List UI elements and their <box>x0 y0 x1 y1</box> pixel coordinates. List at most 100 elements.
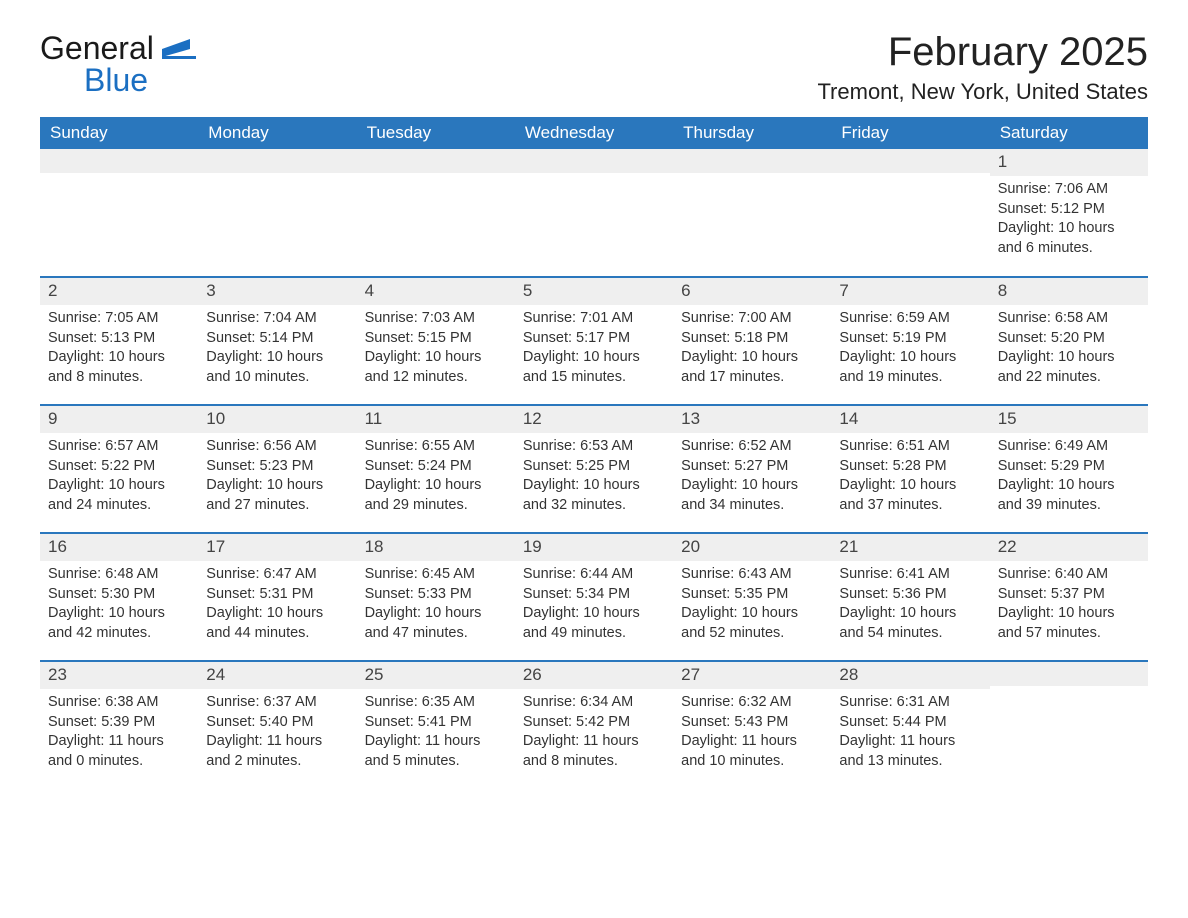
sunset-line: Sunset: 5:41 PM <box>365 713 507 733</box>
day-number: 26 <box>515 662 673 689</box>
daylight-line: Daylight: 10 hours and 57 minutes. <box>998 604 1140 643</box>
weekday-header: Wednesday <box>515 117 673 149</box>
sunrise-line: Sunrise: 7:01 AM <box>523 309 665 329</box>
daylight-line: Daylight: 10 hours and 15 minutes. <box>523 348 665 387</box>
day-details: Sunrise: 7:00 AMSunset: 5:18 PMDaylight:… <box>673 305 831 395</box>
sunset-line: Sunset: 5:14 PM <box>206 329 348 349</box>
sunset-line: Sunset: 5:42 PM <box>523 713 665 733</box>
calendar-cell <box>40 149 198 277</box>
sunset-line: Sunset: 5:35 PM <box>681 585 823 605</box>
sunset-line: Sunset: 5:37 PM <box>998 585 1140 605</box>
daylight-line: Daylight: 10 hours and 52 minutes. <box>681 604 823 643</box>
calendar-cell <box>990 661 1148 789</box>
calendar-cell: 4Sunrise: 7:03 AMSunset: 5:15 PMDaylight… <box>357 277 515 405</box>
day-details: Sunrise: 6:47 AMSunset: 5:31 PMDaylight:… <box>198 561 356 651</box>
sunrise-line: Sunrise: 6:45 AM <box>365 565 507 585</box>
calendar-cell: 26Sunrise: 6:34 AMSunset: 5:42 PMDayligh… <box>515 661 673 789</box>
calendar-cell: 11Sunrise: 6:55 AMSunset: 5:24 PMDayligh… <box>357 405 515 533</box>
day-details: Sunrise: 6:59 AMSunset: 5:19 PMDaylight:… <box>831 305 989 395</box>
day-details: Sunrise: 7:05 AMSunset: 5:13 PMDaylight:… <box>40 305 198 395</box>
sunrise-line: Sunrise: 7:00 AM <box>681 309 823 329</box>
calendar-cell: 1Sunrise: 7:06 AMSunset: 5:12 PMDaylight… <box>990 149 1148 277</box>
day-number: 28 <box>831 662 989 689</box>
day-details: Sunrise: 6:32 AMSunset: 5:43 PMDaylight:… <box>673 689 831 779</box>
daylight-line: Daylight: 11 hours and 8 minutes. <box>523 732 665 771</box>
sunrise-line: Sunrise: 6:51 AM <box>839 437 981 457</box>
day-details: Sunrise: 6:34 AMSunset: 5:42 PMDaylight:… <box>515 689 673 779</box>
sunset-line: Sunset: 5:17 PM <box>523 329 665 349</box>
sunrise-line: Sunrise: 6:55 AM <box>365 437 507 457</box>
daylight-line: Daylight: 11 hours and 5 minutes. <box>365 732 507 771</box>
calendar-cell: 6Sunrise: 7:00 AMSunset: 5:18 PMDaylight… <box>673 277 831 405</box>
sunset-line: Sunset: 5:13 PM <box>48 329 190 349</box>
calendar-cell: 25Sunrise: 6:35 AMSunset: 5:41 PMDayligh… <box>357 661 515 789</box>
day-number: 13 <box>673 406 831 433</box>
day-details: Sunrise: 6:44 AMSunset: 5:34 PMDaylight:… <box>515 561 673 651</box>
calendar-cell: 9Sunrise: 6:57 AMSunset: 5:22 PMDaylight… <box>40 405 198 533</box>
day-details: Sunrise: 6:31 AMSunset: 5:44 PMDaylight:… <box>831 689 989 779</box>
day-details: Sunrise: 7:06 AMSunset: 5:12 PMDaylight:… <box>990 176 1148 266</box>
daylight-line: Daylight: 10 hours and 27 minutes. <box>206 476 348 515</box>
empty-day-head <box>831 149 989 173</box>
sunset-line: Sunset: 5:40 PM <box>206 713 348 733</box>
daylight-line: Daylight: 10 hours and 49 minutes. <box>523 604 665 643</box>
sunset-line: Sunset: 5:33 PM <box>365 585 507 605</box>
sunrise-line: Sunrise: 6:57 AM <box>48 437 190 457</box>
empty-day-head <box>990 662 1148 686</box>
day-details: Sunrise: 6:48 AMSunset: 5:30 PMDaylight:… <box>40 561 198 651</box>
sunrise-line: Sunrise: 6:53 AM <box>523 437 665 457</box>
day-number: 5 <box>515 278 673 305</box>
day-number: 6 <box>673 278 831 305</box>
day-details: Sunrise: 6:56 AMSunset: 5:23 PMDaylight:… <box>198 433 356 523</box>
day-details: Sunrise: 6:37 AMSunset: 5:40 PMDaylight:… <box>198 689 356 779</box>
title-block: February 2025 Tremont, New York, United … <box>817 30 1148 105</box>
day-details: Sunrise: 6:57 AMSunset: 5:22 PMDaylight:… <box>40 433 198 523</box>
day-details: Sunrise: 7:04 AMSunset: 5:14 PMDaylight:… <box>198 305 356 395</box>
logo: General Blue <box>40 30 196 99</box>
calendar-cell: 10Sunrise: 6:56 AMSunset: 5:23 PMDayligh… <box>198 405 356 533</box>
calendar-cell: 21Sunrise: 6:41 AMSunset: 5:36 PMDayligh… <box>831 533 989 661</box>
day-details: Sunrise: 6:52 AMSunset: 5:27 PMDaylight:… <box>673 433 831 523</box>
calendar-cell: 3Sunrise: 7:04 AMSunset: 5:14 PMDaylight… <box>198 277 356 405</box>
calendar-cell: 28Sunrise: 6:31 AMSunset: 5:44 PMDayligh… <box>831 661 989 789</box>
daylight-line: Daylight: 10 hours and 32 minutes. <box>523 476 665 515</box>
month-title: February 2025 <box>817 30 1148 75</box>
calendar-cell: 15Sunrise: 6:49 AMSunset: 5:29 PMDayligh… <box>990 405 1148 533</box>
daylight-line: Daylight: 10 hours and 54 minutes. <box>839 604 981 643</box>
daylight-line: Daylight: 10 hours and 17 minutes. <box>681 348 823 387</box>
day-details: Sunrise: 6:38 AMSunset: 5:39 PMDaylight:… <box>40 689 198 779</box>
sunset-line: Sunset: 5:31 PM <box>206 585 348 605</box>
calendar-cell: 19Sunrise: 6:44 AMSunset: 5:34 PMDayligh… <box>515 533 673 661</box>
daylight-line: Daylight: 10 hours and 24 minutes. <box>48 476 190 515</box>
weekday-header: Friday <box>831 117 989 149</box>
sunset-line: Sunset: 5:24 PM <box>365 457 507 477</box>
sunrise-line: Sunrise: 6:48 AM <box>48 565 190 585</box>
daylight-line: Daylight: 10 hours and 47 minutes. <box>365 604 507 643</box>
weekday-header: Tuesday <box>357 117 515 149</box>
calendar-cell <box>515 149 673 277</box>
calendar-body: 1Sunrise: 7:06 AMSunset: 5:12 PMDaylight… <box>40 149 1148 789</box>
weekday-header: Sunday <box>40 117 198 149</box>
sunrise-line: Sunrise: 6:44 AM <box>523 565 665 585</box>
day-details: Sunrise: 6:40 AMSunset: 5:37 PMDaylight:… <box>990 561 1148 651</box>
daylight-line: Daylight: 10 hours and 39 minutes. <box>998 476 1140 515</box>
empty-day-head <box>357 149 515 173</box>
day-number: 15 <box>990 406 1148 433</box>
day-number: 7 <box>831 278 989 305</box>
day-number: 21 <box>831 534 989 561</box>
sunset-line: Sunset: 5:44 PM <box>839 713 981 733</box>
calendar-cell: 8Sunrise: 6:58 AMSunset: 5:20 PMDaylight… <box>990 277 1148 405</box>
empty-day-head <box>40 149 198 173</box>
day-number: 12 <box>515 406 673 433</box>
sunrise-line: Sunrise: 6:52 AM <box>681 437 823 457</box>
sunset-line: Sunset: 5:20 PM <box>998 329 1140 349</box>
sunrise-line: Sunrise: 6:43 AM <box>681 565 823 585</box>
day-details: Sunrise: 6:51 AMSunset: 5:28 PMDaylight:… <box>831 433 989 523</box>
daylight-line: Daylight: 11 hours and 0 minutes. <box>48 732 190 771</box>
sunrise-line: Sunrise: 6:31 AM <box>839 693 981 713</box>
calendar-cell: 22Sunrise: 6:40 AMSunset: 5:37 PMDayligh… <box>990 533 1148 661</box>
daylight-line: Daylight: 10 hours and 8 minutes. <box>48 348 190 387</box>
day-number: 18 <box>357 534 515 561</box>
day-details: Sunrise: 6:45 AMSunset: 5:33 PMDaylight:… <box>357 561 515 651</box>
calendar-cell <box>357 149 515 277</box>
